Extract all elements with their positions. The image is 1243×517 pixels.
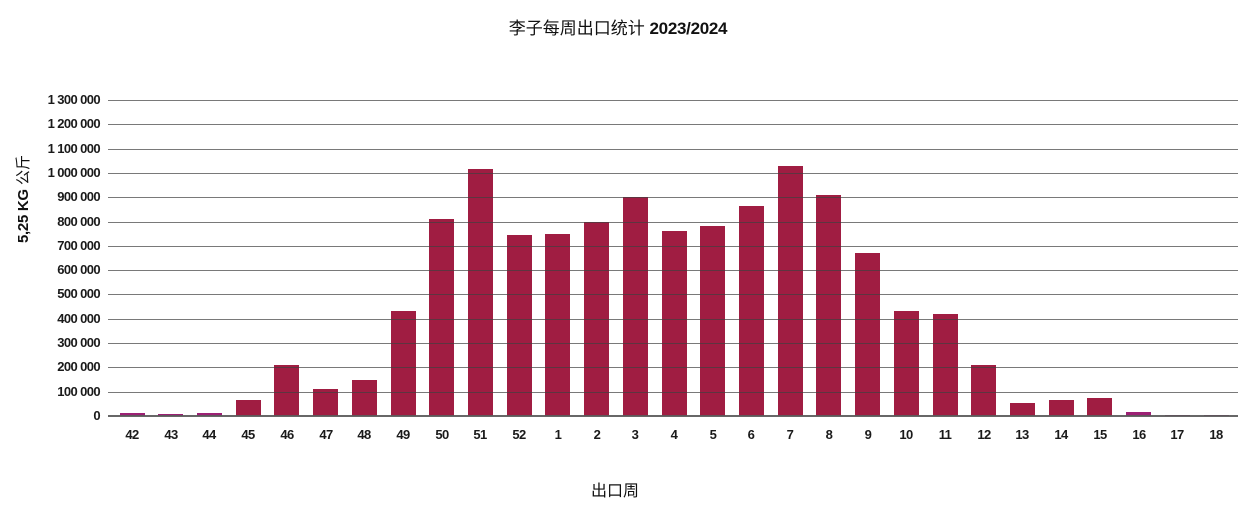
bar-week-14: [1049, 400, 1074, 416]
y-tick-label: 1 000 000: [47, 164, 101, 180]
x-tick-label: 14: [1054, 427, 1068, 442]
x-tick-label: 51: [473, 427, 487, 442]
x-tick-label: 15: [1093, 427, 1107, 442]
x-tick-label: 12: [977, 427, 991, 442]
bar-week-16: [1126, 412, 1151, 416]
x-tick-label: 16: [1132, 427, 1146, 442]
bar-week-12: [971, 365, 996, 416]
x-tick-label: 49: [396, 427, 410, 442]
bar-week-44: [197, 413, 222, 416]
x-tick-label: 13: [1015, 427, 1029, 442]
bar-week-42: [120, 413, 145, 416]
x-tick-label: 17: [1170, 427, 1184, 442]
x-tick-label: 2: [593, 427, 601, 442]
gridline: [108, 172, 1238, 174]
bar-week-10: [894, 311, 919, 416]
bar-week-13: [1010, 403, 1035, 416]
y-tick-label: 700 000: [57, 237, 100, 253]
bar-week-3: [623, 197, 648, 416]
bar-week-48: [352, 380, 377, 416]
x-tick-label: 8: [825, 427, 833, 442]
x-tick-label: 43: [164, 427, 178, 442]
bar-week-46: [274, 365, 299, 416]
gridline: [108, 367, 1238, 369]
bar-week-51: [468, 169, 493, 416]
y-tick-label: 600 000: [57, 262, 100, 278]
bar-week-6: [739, 206, 764, 416]
x-tick-label: 6: [747, 427, 755, 442]
bar-week-50: [429, 219, 454, 416]
chart-title-text: 李子每周出口统计: [508, 19, 645, 38]
x-tick-label: 10: [899, 427, 913, 442]
y-tick-label: 300 000: [57, 335, 100, 351]
y-tick-label: 1 200 000: [47, 116, 101, 132]
bar-week-15: [1087, 398, 1112, 416]
x-tick-label: 7: [786, 427, 794, 442]
y-tick-label: 200 000: [57, 359, 100, 375]
y-tick-label: 500 000: [57, 286, 100, 302]
y-tick-label: 1 300 000: [47, 92, 101, 107]
x-tick-label: 18: [1209, 427, 1223, 442]
chart-title-season: 2023/2024: [649, 19, 728, 38]
gridline: [108, 100, 1238, 101]
y-tick-label: 400 000: [57, 310, 100, 326]
x-tick-label: 50: [435, 427, 449, 442]
bar-week-45: [236, 400, 261, 416]
x-axis-line: [108, 415, 1238, 417]
gridline: [108, 197, 1238, 199]
bar-week-49: [391, 311, 416, 416]
x-tick-label: 11: [938, 427, 952, 442]
bar-week-4: [662, 231, 687, 416]
gridline: [108, 221, 1238, 223]
x-tick-label: 46: [280, 427, 294, 442]
x-axis-title: 出口周: [590, 483, 639, 500]
x-tick-label: 44: [202, 427, 216, 442]
x-tick-label: 47: [319, 427, 333, 442]
bar-week-52: [507, 235, 532, 416]
y-tick-label: 900 000: [57, 189, 100, 205]
x-tick-label: 3: [631, 427, 639, 442]
bar-week-11: [933, 314, 958, 416]
x-tick-label: 1: [554, 427, 562, 442]
x-tick-label: 9: [864, 427, 872, 442]
x-tick-label: 52: [512, 427, 526, 442]
chart-title: 李子每周出口统计 2023/2024: [0, 14, 1236, 39]
bar-week-8: [816, 195, 841, 416]
bar-week-1: [545, 234, 570, 416]
y-tick-label: 0: [93, 408, 100, 423]
gridline: [108, 270, 1238, 272]
gridline: [108, 343, 1238, 345]
gridline: [108, 318, 1238, 320]
gridline: [108, 245, 1238, 247]
gridline: [108, 294, 1238, 296]
gridline: [108, 391, 1238, 393]
x-tick-label: 5: [709, 427, 717, 442]
x-tick-label: 4: [670, 427, 678, 442]
x-tick-label: 42: [125, 427, 139, 442]
y-tick-label: 100 000: [57, 383, 100, 399]
bar-week-7: [778, 166, 803, 416]
bar-week-5: [700, 226, 725, 416]
y-tick-label: 1 100 000: [47, 140, 101, 156]
bar-week-47: [313, 389, 338, 416]
y-tick-label: 800 000: [57, 213, 100, 229]
x-tick-label: 48: [357, 427, 371, 442]
x-tick-label: 45: [241, 427, 255, 442]
bar-week-9: [855, 253, 880, 416]
gridline: [108, 148, 1238, 150]
gridline: [108, 124, 1238, 126]
